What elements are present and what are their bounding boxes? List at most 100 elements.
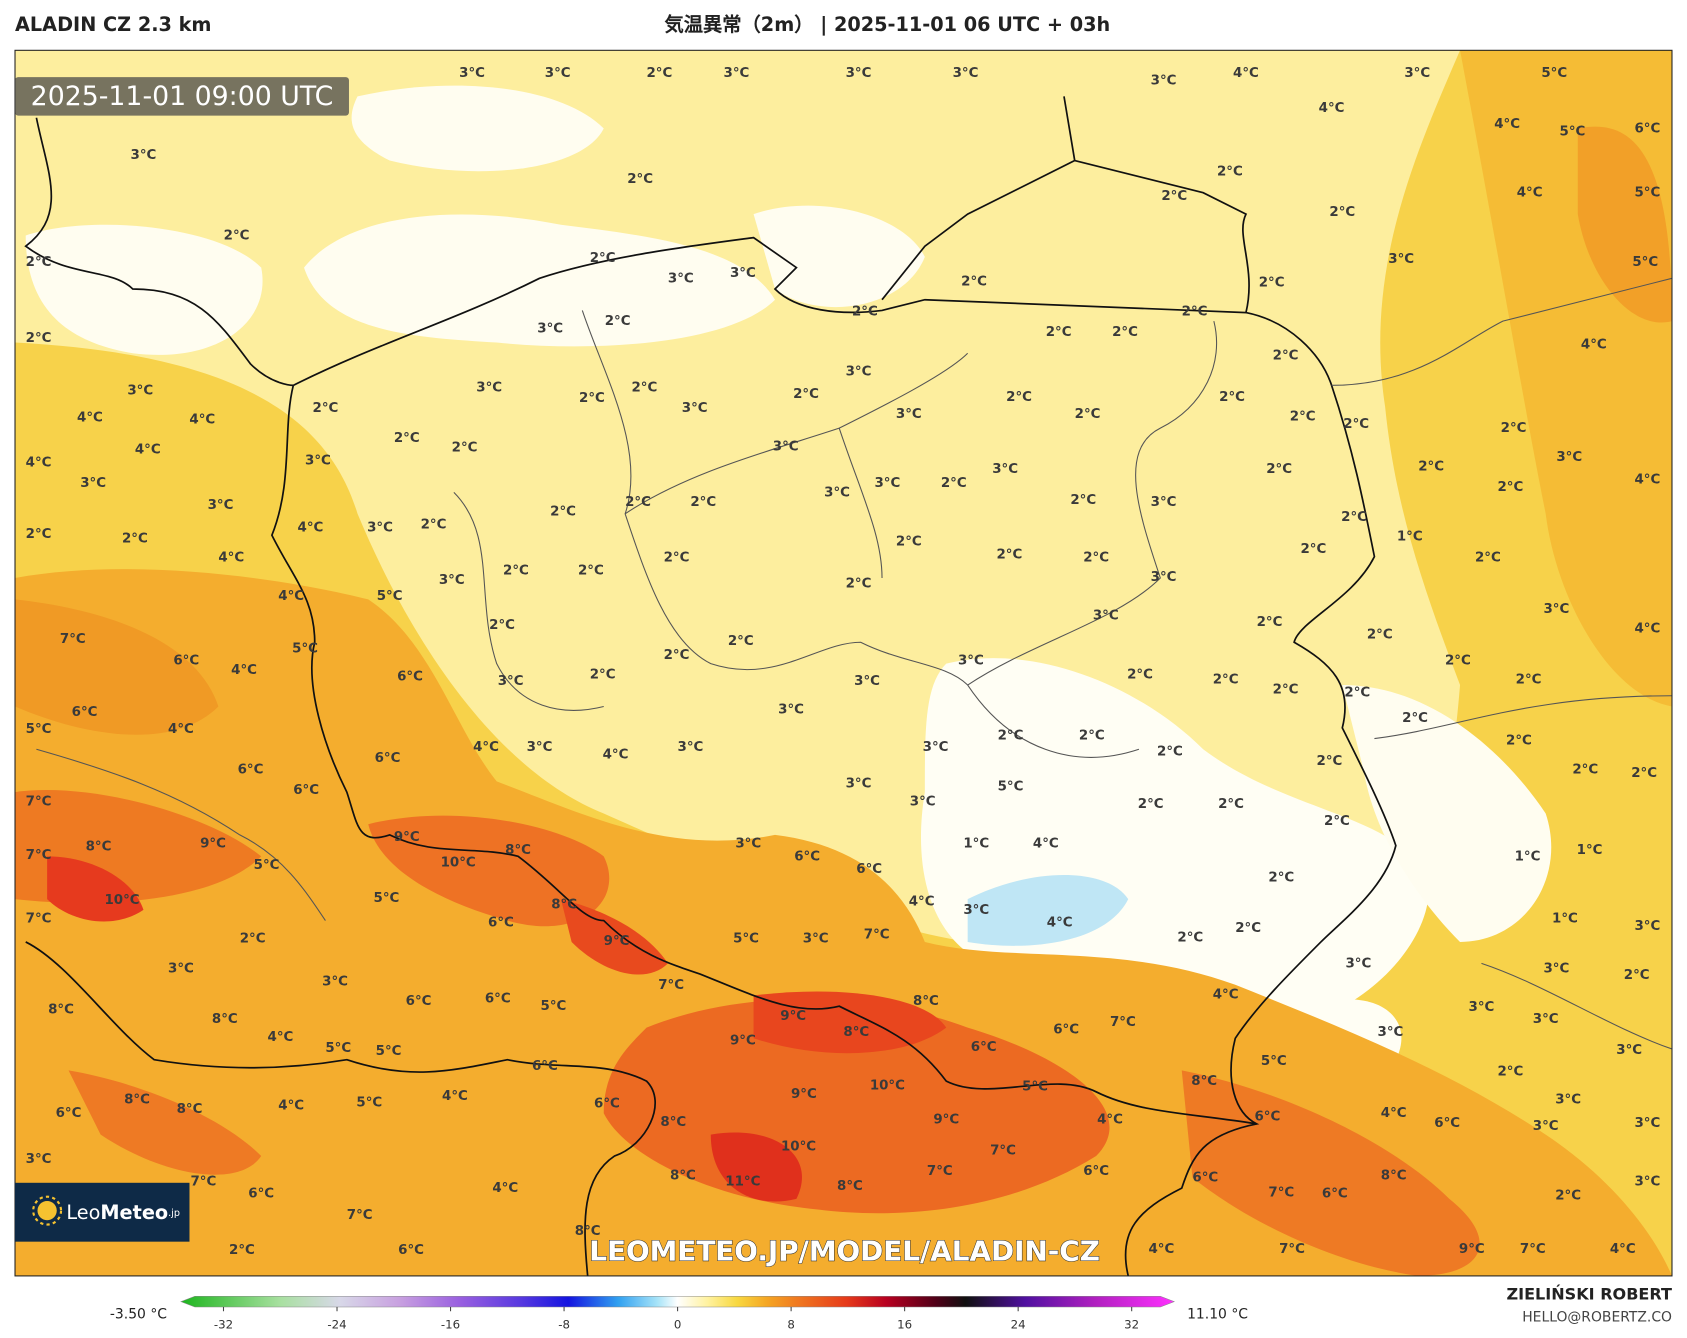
temp-label: 3°C bbox=[668, 271, 694, 286]
temp-label: 1°C bbox=[963, 836, 989, 851]
temp-label: 2°C bbox=[1367, 628, 1393, 643]
temp-label: 4°C bbox=[473, 740, 499, 755]
temp-label: 2°C bbox=[579, 391, 605, 406]
temp-label: 10°C bbox=[104, 893, 139, 908]
temp-label: 2°C bbox=[26, 255, 52, 270]
temp-label: 3°C bbox=[527, 740, 553, 755]
temp-label: 5°C bbox=[1560, 125, 1586, 140]
temp-label: 9°C bbox=[933, 1113, 959, 1128]
temp-label: 3°C bbox=[459, 66, 485, 81]
field-hot bbox=[710, 1132, 802, 1202]
temp-label: 3°C bbox=[1543, 962, 1569, 977]
temp-label: 3°C bbox=[1533, 1119, 1559, 1134]
temp-label: 8°C bbox=[1381, 1168, 1407, 1183]
temp-label: 2°C bbox=[1083, 551, 1109, 566]
temp-label: 4°C bbox=[1097, 1113, 1123, 1128]
colorbar: -3.50 °C 11.10 °C -32 -24 -16 -8 0 8 16 24 32 bbox=[110, 1295, 1248, 1332]
border bbox=[1124, 311, 1397, 1276]
colorbar-tick-label: -32 bbox=[214, 1318, 233, 1332]
temp-label: 2°C bbox=[1501, 421, 1527, 436]
temp-label: 9°C bbox=[1459, 1242, 1485, 1257]
temp-label: 2°C bbox=[627, 172, 653, 187]
temp-label: 2°C bbox=[1497, 480, 1523, 495]
temp-label: 2°C bbox=[631, 380, 657, 395]
model-name: ALADIN CZ 2.3 km bbox=[15, 13, 211, 36]
temp-label: 2°C bbox=[793, 387, 819, 402]
temp-label: 8°C bbox=[660, 1115, 686, 1130]
temp-label: 6°C bbox=[375, 751, 401, 766]
temp-label: 2°C bbox=[1127, 667, 1153, 682]
temp-label: 8°C bbox=[86, 840, 112, 855]
temp-label: 7°C bbox=[1268, 1185, 1294, 1200]
colorbar-tick-label: 16 bbox=[897, 1318, 912, 1332]
temp-label: 7°C bbox=[26, 911, 52, 926]
temp-label: 8°C bbox=[124, 1092, 150, 1107]
temp-label: 3°C bbox=[803, 932, 829, 947]
temp-label: 6°C bbox=[397, 669, 423, 684]
temp-label: 2°C bbox=[394, 431, 420, 446]
temp-label: 3°C bbox=[305, 453, 331, 468]
temp-label: 4°C bbox=[442, 1089, 468, 1104]
temp-label: 3°C bbox=[874, 476, 900, 491]
temp-label: 8°C bbox=[913, 994, 939, 1009]
temp-label: 5°C bbox=[292, 642, 318, 657]
temp-label: 4°C bbox=[1634, 621, 1660, 636]
temp-label: 8°C bbox=[48, 1002, 74, 1017]
temp-label: 4°C bbox=[268, 1030, 294, 1045]
valid-time: 2025-11-01 09:00 UTC bbox=[31, 81, 334, 112]
temp-label: 2°C bbox=[421, 517, 447, 532]
temp-label: 2°C bbox=[1516, 673, 1542, 688]
logo-rays bbox=[32, 1195, 63, 1226]
temp-label: 3°C bbox=[168, 962, 194, 977]
temp-label: 3°C bbox=[1404, 66, 1430, 81]
temp-label: 8°C bbox=[505, 843, 531, 858]
temp-label: 2°C bbox=[1219, 390, 1245, 405]
temp-label: 3°C bbox=[498, 674, 524, 689]
temp-label: 4°C bbox=[298, 521, 324, 536]
temp-label: 6°C bbox=[398, 1243, 424, 1258]
logo-leo: Leo bbox=[66, 1200, 100, 1223]
temp-label: 7°C bbox=[1110, 1015, 1136, 1030]
colorbar-tick-label: 32 bbox=[1124, 1318, 1139, 1332]
temp-label: 3°C bbox=[1469, 1000, 1495, 1015]
temp-label: 10°C bbox=[441, 856, 476, 871]
temp-label: 5°C bbox=[1541, 66, 1567, 81]
temp-label: 3°C bbox=[80, 476, 106, 491]
temp-label: 2°C bbox=[1329, 205, 1355, 220]
temp-label: 4°C bbox=[1494, 117, 1520, 132]
temp-label: 7°C bbox=[190, 1175, 216, 1190]
temp-label: 6°C bbox=[56, 1106, 82, 1121]
colorbar-tick-label: 8 bbox=[787, 1318, 795, 1332]
temp-label: 3°C bbox=[773, 439, 799, 454]
temp-label: 2°C bbox=[1273, 682, 1299, 697]
temp-label: 1°C bbox=[1552, 911, 1578, 926]
temp-label: 8°C bbox=[843, 1025, 869, 1040]
temp-label: 3°C bbox=[992, 462, 1018, 477]
temp-label: 2°C bbox=[961, 275, 987, 290]
temp-label: 2°C bbox=[625, 495, 651, 510]
temp-label: 2°C bbox=[690, 495, 716, 510]
field-warm bbox=[1577, 126, 1672, 323]
temp-label: 1°C bbox=[1515, 849, 1541, 864]
temp-label: 4°C bbox=[278, 1099, 304, 1114]
temp-label: 3°C bbox=[1378, 1025, 1404, 1040]
temp-label: 6°C bbox=[1053, 1023, 1079, 1038]
colorbar-strip bbox=[180, 1295, 1175, 1308]
temp-label: 3°C bbox=[1093, 608, 1119, 623]
temp-label: 2°C bbox=[1475, 551, 1501, 566]
temp-label: 4°C bbox=[909, 894, 935, 909]
temp-label: 3°C bbox=[846, 364, 872, 379]
temp-label: 3°C bbox=[1634, 1175, 1660, 1190]
field-hot bbox=[560, 899, 668, 975]
temp-label: 9°C bbox=[780, 1009, 806, 1024]
map-frame bbox=[14, 49, 1673, 1277]
temp-label: 2°C bbox=[1268, 871, 1294, 886]
author: ZIELIŃSKI ROBERT bbox=[1506, 1285, 1672, 1304]
temp-label: 8°C bbox=[575, 1224, 601, 1239]
field-hot bbox=[753, 991, 947, 1054]
temp-label: 5°C bbox=[254, 858, 280, 873]
temp-label: 2°C bbox=[1182, 304, 1208, 319]
temp-label: 2°C bbox=[664, 648, 690, 663]
temp-label: 5°C bbox=[325, 1041, 351, 1056]
temp-label: 4°C bbox=[1610, 1242, 1636, 1257]
